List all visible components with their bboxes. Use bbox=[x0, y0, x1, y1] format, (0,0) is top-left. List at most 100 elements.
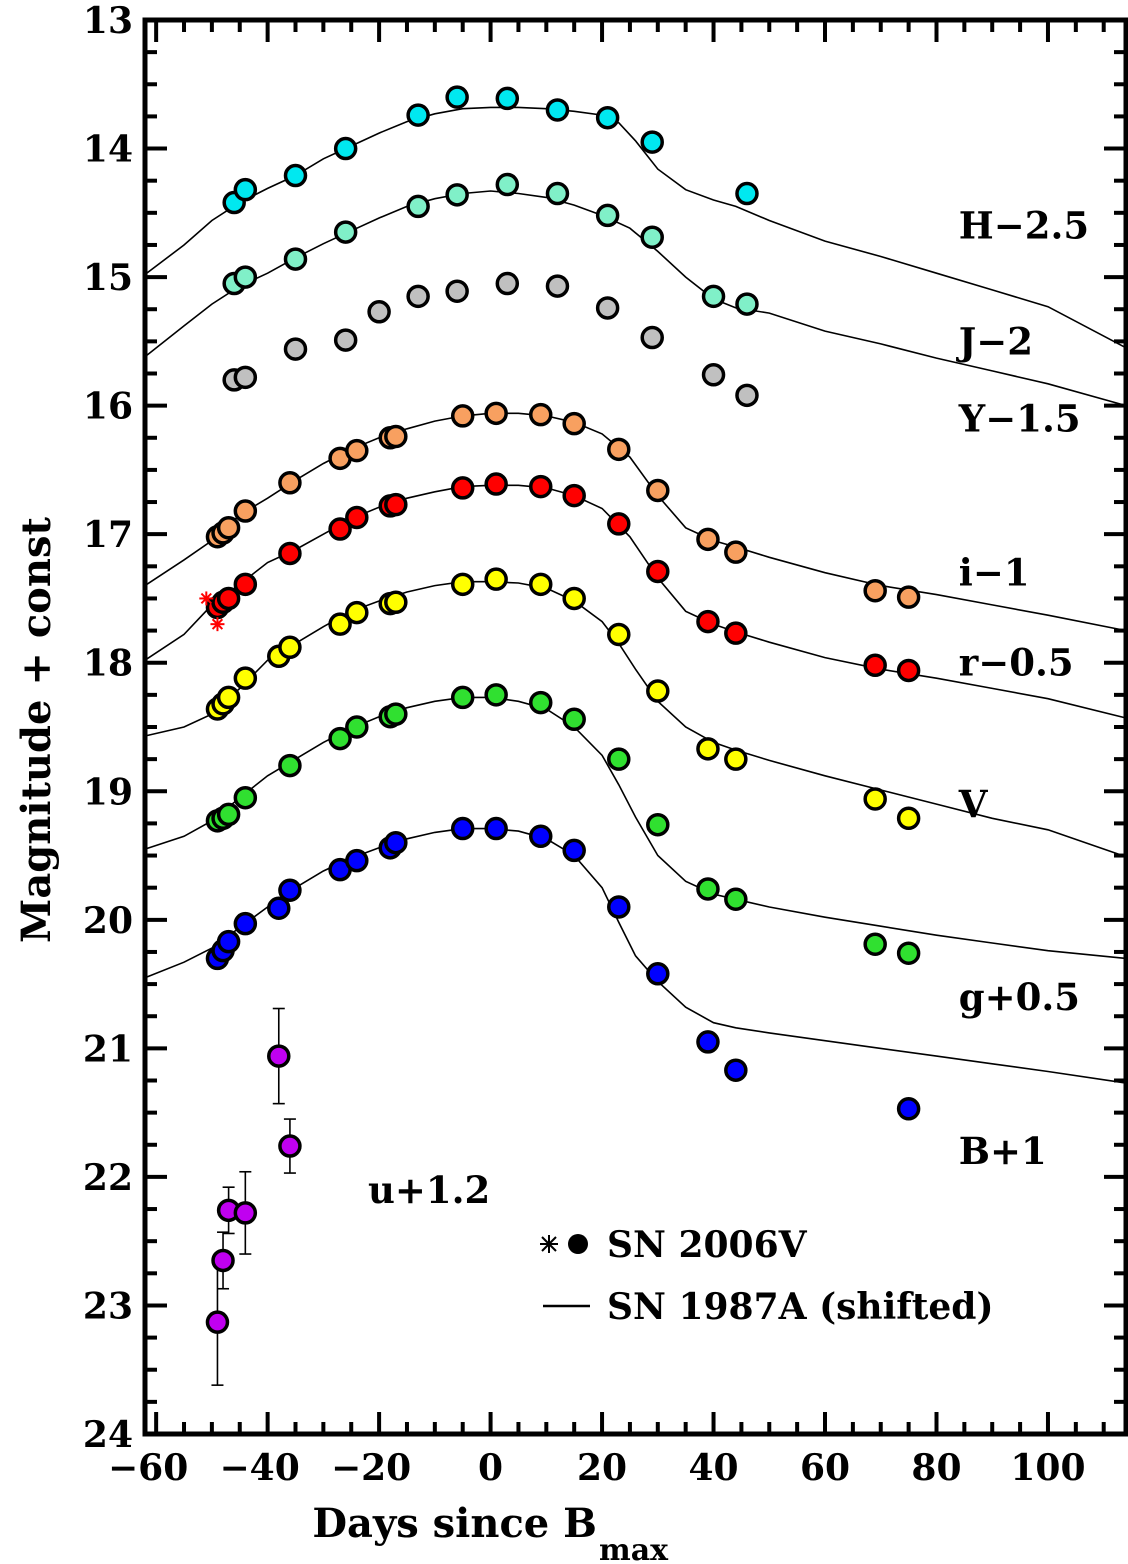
band-label: J−2 bbox=[956, 319, 1033, 363]
data-point bbox=[233, 666, 258, 690]
data-point bbox=[562, 483, 586, 508]
data-point bbox=[278, 753, 302, 778]
data-point bbox=[406, 103, 430, 127]
data-point bbox=[701, 284, 726, 309]
band-labels: H−2.5 J−2 Y−1.5 i−1 r−0.5 Vg+0.5 B+1 u+1.2 bbox=[368, 204, 1089, 1212]
x-tick-label: 80 bbox=[911, 1447, 961, 1489]
y-tick-label: 13 bbox=[83, 0, 133, 42]
y-tick-label: 23 bbox=[83, 1285, 133, 1327]
data-point bbox=[484, 401, 508, 426]
star-marker bbox=[211, 618, 224, 630]
data-point bbox=[216, 586, 241, 611]
band-label: g+0.5 bbox=[959, 975, 1080, 1019]
y-tick-label: 17 bbox=[83, 514, 133, 556]
data-point bbox=[333, 328, 358, 352]
data-point bbox=[646, 478, 670, 503]
data-point bbox=[528, 690, 553, 715]
data-point bbox=[384, 424, 408, 449]
data-point bbox=[205, 1310, 230, 1334]
data-point bbox=[607, 747, 631, 771]
x-axis-title-subscript: max bbox=[599, 1533, 669, 1564]
data-point bbox=[450, 685, 475, 710]
x-tick-label: −60 bbox=[108, 1447, 188, 1489]
data-point bbox=[646, 559, 670, 584]
axis-ticks: −60 −40 −20 0 20 40 60 80 100 13 14 15 16 17 18 19 20 21 2… bbox=[83, 0, 1126, 1489]
data-point bbox=[724, 540, 748, 564]
data-point bbox=[333, 220, 358, 244]
data-point bbox=[233, 572, 258, 597]
data-point bbox=[495, 86, 520, 111]
data-point bbox=[595, 203, 620, 228]
x-tick-label: 40 bbox=[688, 1447, 738, 1489]
band-label: B+1 bbox=[959, 1129, 1047, 1173]
data-point bbox=[724, 621, 748, 645]
data-point bbox=[646, 812, 670, 837]
data-point bbox=[233, 911, 258, 936]
legend-star-icon-d2 bbox=[541, 1236, 557, 1252]
data-point bbox=[278, 541, 302, 566]
data-point bbox=[863, 787, 887, 811]
data-point bbox=[896, 1097, 921, 1121]
y-tick-label: 16 bbox=[83, 386, 133, 428]
star-marker bbox=[200, 592, 212, 605]
y-tick-label: 22 bbox=[83, 1157, 133, 1199]
data-point bbox=[607, 622, 631, 647]
y-tick-label: 14 bbox=[83, 129, 133, 171]
data-point bbox=[696, 737, 720, 761]
legend: SN 2006V SN 1987A (shifted) bbox=[540, 1224, 993, 1328]
band-label: V bbox=[958, 782, 989, 826]
data-point bbox=[607, 895, 631, 919]
data-point bbox=[216, 929, 241, 954]
data-point bbox=[328, 726, 352, 751]
data-point bbox=[528, 572, 553, 597]
data-point bbox=[562, 411, 586, 436]
data-point bbox=[896, 941, 921, 965]
data-point bbox=[562, 707, 586, 732]
data-point bbox=[696, 527, 720, 552]
data-point bbox=[896, 658, 921, 683]
model-curve-2 bbox=[144, 412, 1127, 632]
data-point bbox=[278, 635, 302, 660]
data-point bbox=[545, 274, 570, 298]
data-point bbox=[278, 878, 302, 903]
band-label: i−1 bbox=[959, 551, 1030, 595]
data-point bbox=[484, 567, 508, 591]
data-point bbox=[724, 747, 748, 771]
x-tick-label: 20 bbox=[577, 1447, 627, 1489]
data-point bbox=[863, 578, 887, 603]
data-point bbox=[896, 585, 921, 609]
data-point bbox=[216, 516, 241, 540]
data-point bbox=[345, 600, 369, 625]
band-label: u+1.2 bbox=[368, 1168, 490, 1212]
data-point bbox=[345, 438, 369, 463]
data-point bbox=[328, 612, 352, 636]
data-point bbox=[528, 474, 553, 499]
data-point bbox=[384, 492, 408, 517]
y-tick-label: 19 bbox=[83, 771, 133, 813]
data-point bbox=[406, 194, 430, 219]
data-point bbox=[216, 802, 241, 827]
data-point bbox=[696, 877, 720, 901]
y-tick-label: 18 bbox=[83, 643, 133, 685]
legend-label-sn1987a: SN 1987A (shifted) bbox=[607, 1286, 993, 1328]
data-point bbox=[445, 85, 469, 109]
data-point bbox=[863, 932, 887, 956]
data-point bbox=[562, 838, 586, 863]
data-point bbox=[283, 163, 308, 188]
data-point bbox=[545, 98, 570, 122]
data-point bbox=[484, 472, 508, 496]
data-point bbox=[484, 683, 508, 707]
data-point bbox=[384, 702, 408, 726]
data-point bbox=[406, 284, 430, 309]
data-point bbox=[640, 130, 664, 154]
data-point bbox=[450, 816, 475, 841]
x-tick-label: −20 bbox=[331, 1447, 411, 1489]
data-point bbox=[595, 296, 620, 320]
data-point bbox=[595, 105, 620, 130]
data-point bbox=[384, 830, 408, 855]
data-point bbox=[233, 365, 258, 390]
model-curve-5 bbox=[144, 696, 1127, 960]
model-curve-6 bbox=[144, 827, 1127, 1084]
data-point bbox=[495, 271, 520, 296]
data-point bbox=[646, 962, 670, 986]
